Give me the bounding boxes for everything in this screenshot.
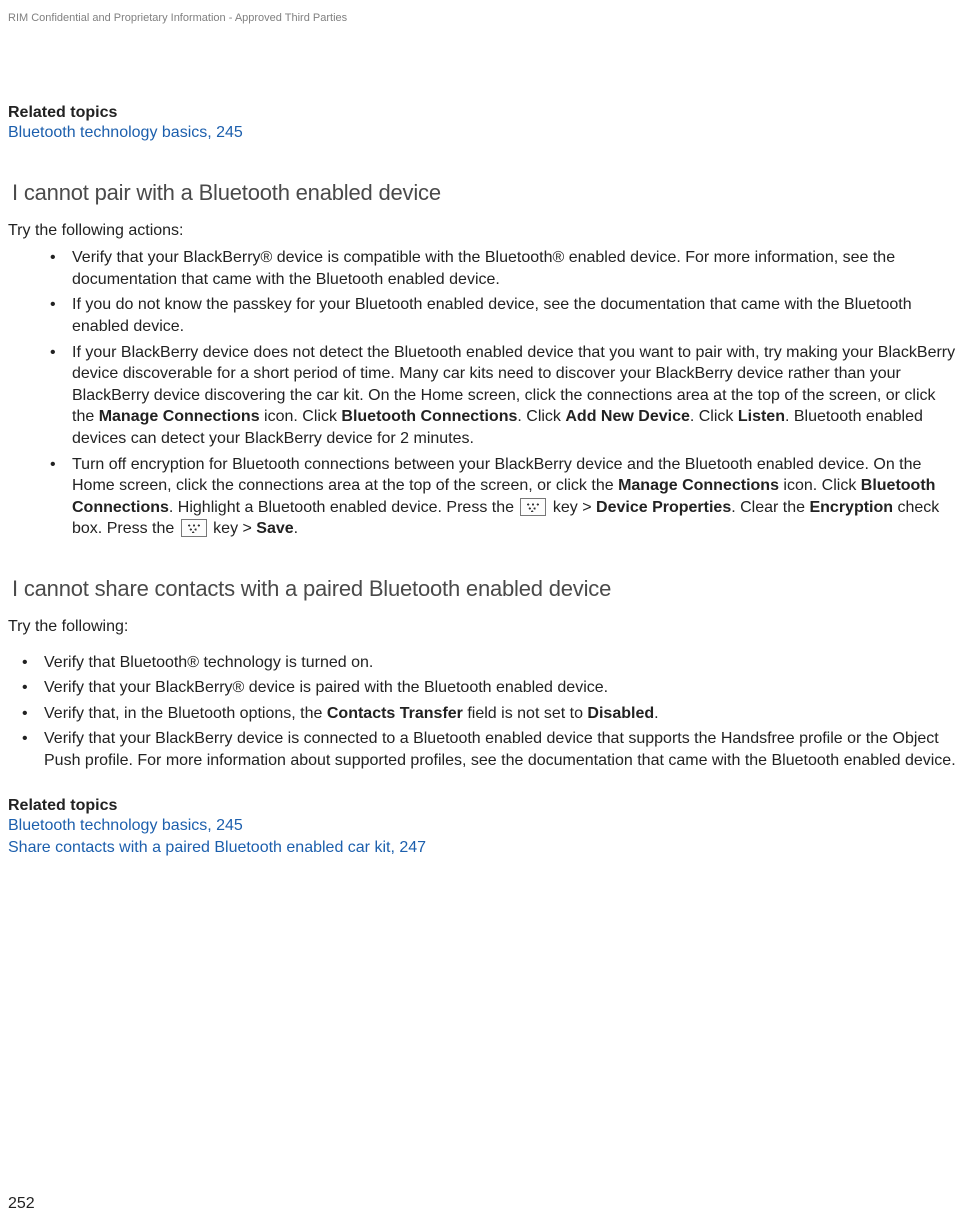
bold-text: Disabled [587,705,654,722]
text-run: . Click [517,408,565,425]
list-cannot-pair: Verify that your BlackBerry® device is c… [8,247,956,540]
text-run: . [654,705,658,722]
list-item: Verify that your BlackBerry device is co… [18,728,956,771]
text-run: Verify that, in the Bluetooth options, t… [44,705,327,722]
related-topics-label-1: Related topics [8,104,956,122]
bold-text: Manage Connections [618,477,779,494]
related-topics-label-2: Related topics [8,797,956,815]
text-run: . [294,520,298,537]
bold-text: Contacts Transfer [327,705,463,722]
link-bluetooth-basics-2[interactable]: Bluetooth technology basics, 245 [8,815,956,837]
text-run: key > [209,520,257,537]
bold-text: Save [256,520,293,537]
bold-text: Encryption [809,499,893,516]
bold-text: Manage Connections [99,408,260,425]
intro-cannot-pair: Try the following actions: [8,220,956,242]
text-run: field is not set to [463,705,588,722]
text-run: icon. Click [260,408,342,425]
intro-cannot-share: Try the following: [8,616,956,638]
list-cannot-share: Verify that Bluetooth® technology is tur… [8,652,956,772]
text-run: . Click [690,408,738,425]
link-share-contacts-carkit[interactable]: Share contacts with a paired Bluetooth e… [8,837,956,859]
list-item: Verify that your BlackBerry® device is p… [18,677,956,699]
blackberry-key-icon [520,498,546,516]
list-item: Verify that Bluetooth® technology is tur… [18,652,956,674]
text-run: icon. Click [779,477,861,494]
text-run: key > [548,499,596,516]
heading-cannot-share: I cannot share contacts with a paired Bl… [8,576,956,602]
blackberry-key-icon [181,519,207,537]
list-item: Verify that your BlackBerry® device is c… [50,247,956,290]
page-number: 252 [8,1195,35,1213]
page-content: Related topics Bluetooth technology basi… [0,104,964,859]
list-item: Verify that, in the Bluetooth options, t… [18,703,956,725]
text-run: . Clear the [731,499,809,516]
heading-cannot-pair: I cannot pair with a Bluetooth enabled d… [8,180,956,206]
text-run: . Highlight a Bluetooth enabled device. … [169,499,519,516]
link-bluetooth-basics-1[interactable]: Bluetooth technology basics, 245 [8,122,956,144]
bold-text: Add New Device [565,408,689,425]
confidential-header: RIM Confidential and Proprietary Informa… [0,12,964,24]
list-item: Turn off encryption for Bluetooth connec… [50,454,956,540]
bold-text: Bluetooth Connections [341,408,517,425]
list-item: If you do not know the passkey for your … [50,294,956,337]
bold-text: Listen [738,408,785,425]
bold-text: Device Properties [596,499,731,516]
list-item: If your BlackBerry device does not detec… [50,342,956,450]
